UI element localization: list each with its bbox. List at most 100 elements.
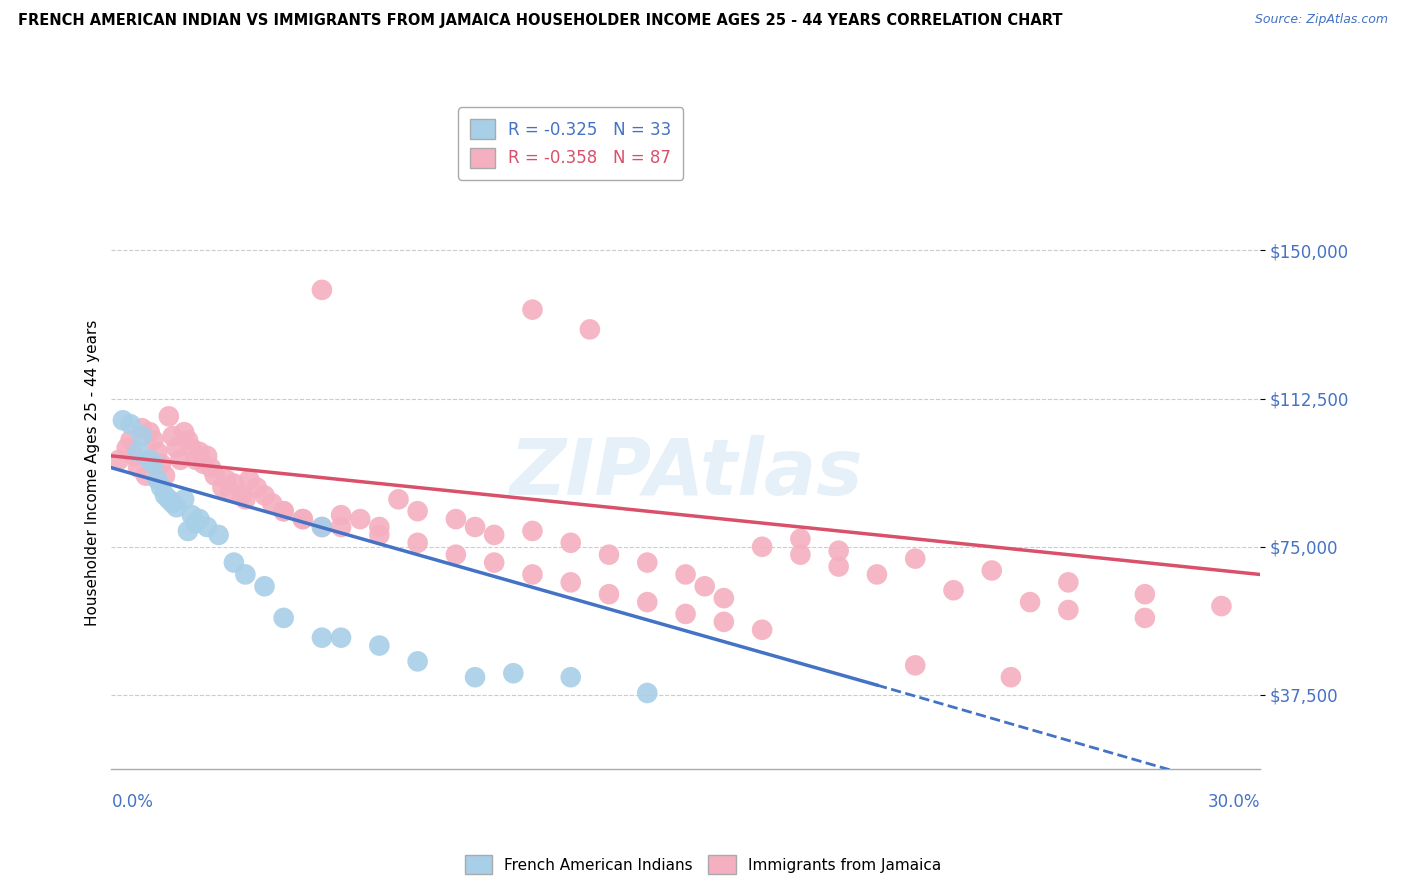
Point (124, 449, 146, 463)
Point (150, 481, 173, 495)
Text: FRENCH AMERICAN INDIAN VS IMMIGRANTS FROM JAMAICA HOUSEHOLDER INCOME AGES 25 - 4: FRENCH AMERICAN INDIAN VS IMMIGRANTS FRO… (18, 13, 1063, 29)
Point (502, 666, 524, 681)
Point (195, 520, 218, 534)
Point (153, 468, 176, 483)
Point (751, 540, 773, 554)
Point (942, 583, 965, 598)
Point (253, 488, 276, 502)
Point (1057, 603, 1080, 617)
Point (560, 575, 582, 590)
Point (207, 528, 229, 542)
Point (215, 473, 238, 487)
Point (904, 658, 927, 673)
Point (636, 556, 658, 570)
Point (368, 528, 391, 542)
Point (177, 433, 200, 447)
Point (1019, 595, 1042, 609)
Point (693, 579, 716, 593)
Point (291, 512, 314, 526)
Point (162, 429, 184, 443)
Point (827, 543, 849, 558)
Point (222, 476, 245, 491)
Point (273, 504, 295, 518)
Point (231, 488, 253, 502)
Point (273, 504, 295, 518)
Point (127, 445, 149, 459)
Point (131, 421, 153, 435)
Point (1133, 587, 1156, 601)
Point (598, 587, 620, 601)
Point (522, 302, 544, 317)
Point (188, 445, 211, 459)
Point (1000, 670, 1022, 684)
Point (219, 484, 242, 499)
Point (180, 441, 202, 455)
Point (1211, 599, 1233, 613)
Point (142, 433, 165, 447)
Point (273, 611, 295, 625)
Point (482, 556, 505, 570)
Point (127, 460, 149, 475)
Legend: R = -0.325   N = 33, R = -0.358   N = 87: R = -0.325 N = 33, R = -0.358 N = 87 (458, 108, 683, 180)
Point (904, 551, 927, 566)
Point (157, 409, 180, 424)
Point (146, 473, 169, 487)
Point (193, 457, 215, 471)
Point (368, 520, 391, 534)
Point (311, 520, 333, 534)
Point (713, 591, 735, 606)
Point (262, 496, 284, 510)
Point (560, 670, 582, 684)
Point (406, 504, 429, 518)
Text: Source: ZipAtlas.com: Source: ZipAtlas.com (1254, 13, 1388, 27)
Point (120, 433, 142, 447)
Point (173, 492, 195, 507)
Point (120, 417, 142, 432)
Point (157, 492, 180, 507)
Point (406, 654, 429, 668)
Point (522, 524, 544, 538)
Point (150, 457, 173, 471)
Point (235, 567, 257, 582)
Point (330, 631, 353, 645)
Point (636, 686, 658, 700)
Point (184, 452, 207, 467)
Point (166, 441, 188, 455)
Point (349, 512, 371, 526)
Point (184, 516, 207, 530)
Point (115, 441, 138, 455)
Point (204, 468, 226, 483)
Point (675, 607, 697, 621)
Point (560, 536, 582, 550)
Point (482, 528, 505, 542)
Point (1057, 575, 1080, 590)
Point (406, 536, 429, 550)
Point (311, 631, 333, 645)
Point (311, 283, 333, 297)
Point (713, 615, 735, 629)
Point (111, 413, 134, 427)
Point (246, 481, 269, 495)
Text: ZIPAtlas: ZIPAtlas (509, 434, 862, 510)
Point (200, 460, 222, 475)
Point (598, 548, 620, 562)
Point (180, 508, 202, 523)
Point (464, 670, 486, 684)
Point (330, 520, 353, 534)
Point (866, 567, 889, 582)
Point (675, 567, 697, 582)
Point (188, 512, 211, 526)
Point (827, 559, 849, 574)
Point (108, 452, 131, 467)
Point (138, 452, 160, 467)
Text: 0.0%: 0.0% (111, 793, 153, 811)
Point (444, 512, 467, 526)
Point (291, 512, 314, 526)
Point (153, 488, 176, 502)
Point (162, 496, 184, 510)
Point (238, 473, 260, 487)
Legend: French American Indians, Immigrants from Jamaica: French American Indians, Immigrants from… (458, 849, 948, 880)
Point (235, 492, 257, 507)
Point (444, 548, 467, 562)
Point (330, 508, 353, 523)
